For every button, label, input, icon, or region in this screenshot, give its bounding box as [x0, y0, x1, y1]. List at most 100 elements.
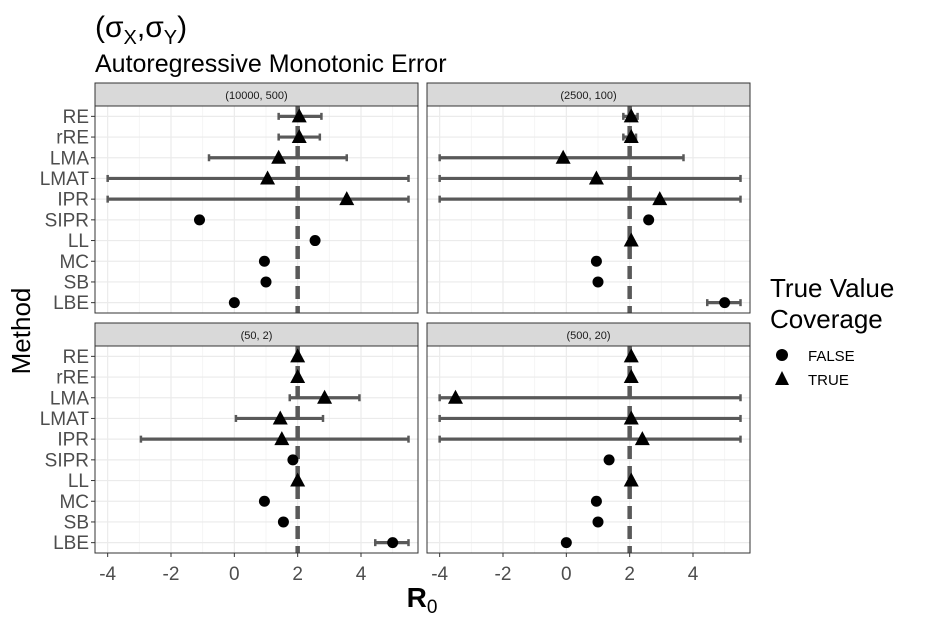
legend-false-label: FALSE — [808, 348, 855, 365]
panel-strip-label: (10000, 500) — [225, 90, 287, 102]
title-sub-y: Y — [164, 27, 177, 49]
point-circle — [194, 214, 205, 226]
x-tick-label: -4 — [99, 564, 116, 585]
point-triangle — [291, 108, 307, 123]
x-tick-label: -2 — [495, 564, 512, 585]
point-triangle — [623, 348, 639, 363]
panel-border — [426, 345, 751, 554]
point-circle — [277, 516, 289, 528]
y-tick-label: LMAT — [40, 169, 90, 190]
y-tick-label: LBE — [53, 293, 89, 314]
y-tick-label: rRE — [56, 128, 89, 149]
legend-title-line-1: True Value — [770, 273, 894, 303]
y-tick-label: SIPR — [45, 210, 89, 231]
point-circle — [258, 495, 270, 507]
y-tick-label: RE — [63, 107, 89, 128]
point-circle — [592, 276, 604, 288]
y-tick-label: LL — [68, 471, 89, 492]
y-tick-label: LMAT — [40, 409, 90, 430]
title-sub-x: X — [124, 27, 137, 49]
point-circle — [258, 255, 270, 267]
y-tick-label: MC — [59, 252, 89, 273]
chart-subtitle: Autoregressive Monotonic Error — [95, 50, 447, 78]
legend-false-circle-icon — [776, 349, 788, 361]
x-tick-label: 4 — [356, 564, 367, 585]
title-sigma-y: σ — [145, 11, 164, 44]
x-tick-label: 2 — [624, 564, 635, 585]
legend-title-line-2: Coverage — [770, 304, 883, 334]
y-tick-label: LBE — [53, 533, 89, 554]
x-tick-label: 0 — [561, 564, 572, 585]
title-sigma-x: σ — [105, 11, 124, 44]
point-triangle — [623, 472, 639, 487]
point-triangle — [260, 170, 276, 185]
point-circle — [560, 537, 572, 549]
title-close-paren: ) — [177, 11, 187, 44]
point-circle — [387, 537, 399, 549]
point-triangle — [271, 149, 287, 164]
point-triangle — [555, 149, 571, 164]
title-open-paren: ( — [95, 11, 105, 44]
y-tick-label: RE — [63, 347, 89, 368]
panel-strip-label: (2500, 100) — [560, 90, 616, 102]
x-tick-label: -4 — [431, 564, 448, 585]
point-triangle — [290, 369, 306, 384]
y-tick-label: SB — [64, 512, 89, 533]
y-tick-label: SB — [64, 272, 89, 293]
point-triangle — [317, 389, 333, 404]
point-circle — [228, 297, 240, 309]
point-circle — [603, 454, 615, 466]
y-tick-label: SIPR — [45, 450, 89, 471]
point-circle — [643, 214, 655, 226]
point-triangle — [448, 389, 463, 404]
y-tick-label: LMA — [50, 388, 89, 409]
x-tick-label: 4 — [688, 564, 699, 585]
legend-true-triangle-icon — [775, 371, 789, 385]
panel-border — [94, 345, 419, 554]
y-tick-label: IPR — [57, 190, 89, 211]
point-triangle — [623, 410, 639, 425]
point-triangle — [634, 431, 650, 446]
x-axis-label-main: R — [407, 582, 427, 613]
point-circle — [309, 235, 321, 247]
point-circle — [590, 255, 602, 267]
panel-background — [427, 106, 750, 313]
x-tick-label: -2 — [163, 564, 180, 585]
point-triangle — [274, 431, 290, 446]
panel-background — [427, 346, 750, 553]
point-circle — [287, 454, 299, 466]
y-tick-label: LL — [68, 231, 89, 252]
point-triangle — [588, 170, 604, 185]
panel-border — [426, 105, 751, 314]
point-triangle — [623, 232, 639, 247]
y-tick-label: IPR — [57, 430, 89, 451]
point-circle — [590, 495, 602, 507]
panel-background — [95, 346, 418, 553]
panel-background — [95, 106, 418, 313]
x-tick-label: 2 — [292, 564, 303, 585]
point-circle — [719, 297, 731, 309]
legend-true-label: TRUE — [808, 372, 849, 389]
point-triangle — [339, 191, 355, 206]
panel: (2500, 100) — [426, 82, 751, 314]
panel: (500, 20) -4 -2 0 2 4 — [426, 322, 751, 585]
point-triangle — [290, 348, 306, 363]
point-circle — [260, 276, 272, 288]
x-tick-label: 0 — [229, 564, 240, 585]
y-tick-label: LMA — [50, 148, 89, 169]
point-triangle — [291, 129, 307, 144]
legend: True Value Coverage FALSE TRUE — [770, 273, 894, 389]
point-triangle — [623, 108, 639, 123]
y-axis-label: Method — [6, 288, 36, 375]
panels: (10000, 500)RErRELMALMATIPRSIPRLLMCSBLBE… — [40, 82, 751, 585]
point-triangle — [623, 369, 639, 384]
panel-strip-label: (500, 20) — [566, 330, 610, 342]
panel-strip-label: (50, 2) — [241, 330, 273, 342]
point-circle — [592, 516, 604, 528]
x-axis-label: R0 — [407, 582, 438, 618]
panel-border — [94, 105, 419, 314]
point-triangle — [290, 472, 306, 487]
